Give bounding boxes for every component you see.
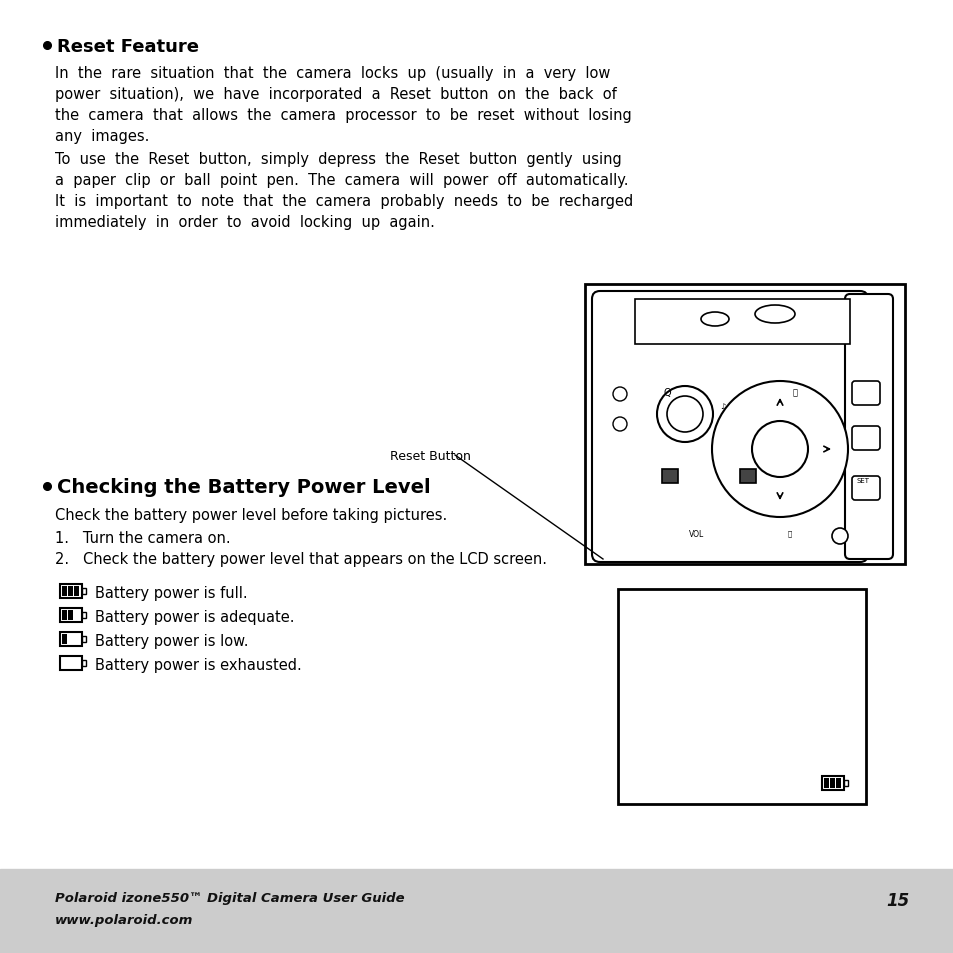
Bar bbox=[82, 613, 86, 618]
Text: ⏭: ⏭ bbox=[792, 388, 797, 396]
Text: In  the  rare  situation  that  the  camera  locks  up  (usually  in  a  very  l: In the rare situation that the camera lo… bbox=[55, 66, 610, 81]
Text: 1.   Turn the camera on.: 1. Turn the camera on. bbox=[55, 531, 231, 545]
Text: Battery power is full.: Battery power is full. bbox=[95, 585, 248, 600]
Circle shape bbox=[751, 421, 807, 477]
Bar bbox=[843, 781, 847, 786]
Bar bbox=[82, 660, 86, 666]
Bar bbox=[68, 586, 73, 597]
FancyBboxPatch shape bbox=[851, 427, 879, 451]
Text: Battery power is exhausted.: Battery power is exhausted. bbox=[95, 658, 301, 672]
Bar bbox=[835, 779, 841, 788]
Text: Battery power is low.: Battery power is low. bbox=[95, 634, 248, 648]
Bar bbox=[60, 584, 82, 598]
FancyBboxPatch shape bbox=[592, 292, 867, 562]
Bar bbox=[740, 470, 755, 483]
Text: ♪: ♪ bbox=[720, 401, 725, 411]
Circle shape bbox=[657, 387, 712, 442]
Text: To  use  the  Reset  button,  simply  depress  the  Reset  button  gently  using: To use the Reset button, simply depress … bbox=[55, 152, 621, 167]
Bar bbox=[62, 586, 67, 597]
Ellipse shape bbox=[754, 306, 794, 324]
Text: SET: SET bbox=[856, 477, 868, 483]
Text: Check the battery power level before taking pictures.: Check the battery power level before tak… bbox=[55, 507, 447, 522]
Bar bbox=[82, 588, 86, 595]
Text: the  camera  that  allows  the  camera  processor  to  be  reset  without  losin: the camera that allows the camera proces… bbox=[55, 108, 631, 123]
Text: immediately  in  order  to  avoid  locking  up  again.: immediately in order to avoid locking up… bbox=[55, 214, 435, 230]
Circle shape bbox=[613, 388, 626, 401]
Bar bbox=[823, 779, 828, 788]
Ellipse shape bbox=[700, 313, 728, 327]
Bar bbox=[74, 586, 79, 597]
Text: Polaroid izone550™ Digital Camera User Guide: Polaroid izone550™ Digital Camera User G… bbox=[55, 891, 404, 904]
Circle shape bbox=[666, 396, 702, 433]
Circle shape bbox=[831, 529, 847, 544]
Text: 15: 15 bbox=[886, 891, 909, 909]
Text: Battery power is adequate.: Battery power is adequate. bbox=[95, 609, 294, 624]
Text: 2.   Check the battery power level that appears on the LCD screen.: 2. Check the battery power level that ap… bbox=[55, 552, 546, 566]
Text: Reset Button: Reset Button bbox=[390, 450, 471, 462]
Text: It  is  important  to  note  that  the  camera  probably  needs  to  be  recharg: It is important to note that the camera … bbox=[55, 193, 633, 209]
Text: Q: Q bbox=[662, 388, 670, 397]
Bar bbox=[60, 608, 82, 622]
Text: ⏭: ⏭ bbox=[787, 530, 791, 536]
Text: power  situation),  we  have  incorporated  a  Reset  button  on  the  back  of: power situation), we have incorporated a… bbox=[55, 87, 616, 102]
Circle shape bbox=[711, 381, 847, 517]
Text: VOL: VOL bbox=[689, 530, 704, 538]
Bar bbox=[82, 637, 86, 642]
Bar bbox=[62, 610, 67, 620]
Bar bbox=[829, 779, 834, 788]
FancyBboxPatch shape bbox=[851, 476, 879, 500]
FancyBboxPatch shape bbox=[851, 381, 879, 406]
Text: any  images.: any images. bbox=[55, 129, 150, 144]
Bar bbox=[661, 470, 678, 483]
Bar bbox=[68, 610, 73, 620]
Circle shape bbox=[613, 417, 626, 432]
Bar bbox=[635, 299, 849, 345]
Text: Checking the Battery Power Level: Checking the Battery Power Level bbox=[57, 477, 430, 497]
FancyBboxPatch shape bbox=[844, 294, 892, 559]
Bar bbox=[60, 633, 82, 646]
Bar bbox=[0, 869, 953, 953]
Bar bbox=[618, 589, 865, 804]
Text: a  paper  clip  or  ball  point  pen.  The  camera  will  power  off  automatica: a paper clip or ball point pen. The came… bbox=[55, 172, 628, 188]
Bar bbox=[62, 635, 67, 644]
Bar bbox=[60, 657, 82, 670]
Bar bbox=[584, 285, 904, 564]
Text: www.polaroid.com: www.polaroid.com bbox=[55, 913, 193, 926]
Text: Reset Feature: Reset Feature bbox=[57, 38, 199, 56]
Bar bbox=[821, 776, 843, 790]
